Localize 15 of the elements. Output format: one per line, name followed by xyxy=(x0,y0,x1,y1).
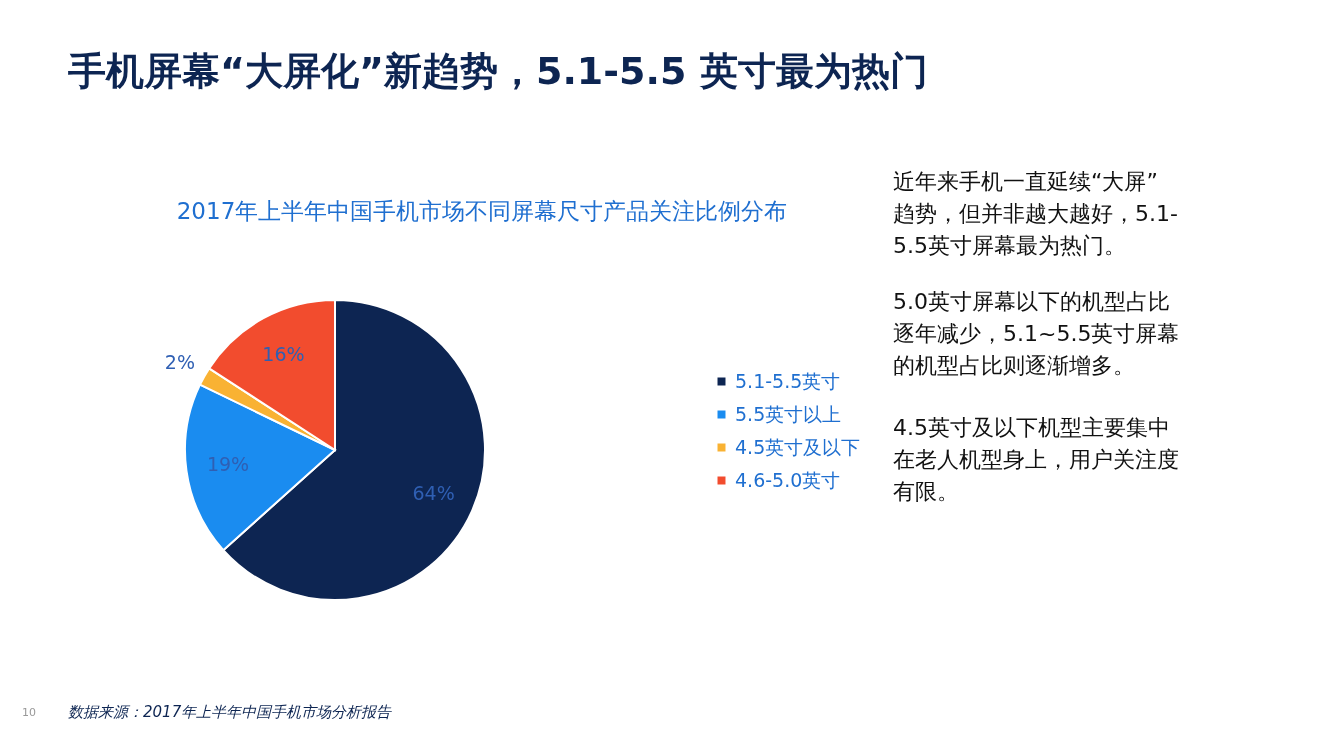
source-note: 数据来源：2017年上半年中国手机市场分析报告 xyxy=(68,703,393,721)
data-label: 16% xyxy=(262,343,305,366)
chart-subtitle: 2017年上半年中国手机市场不同屏幕尺寸产品关注比例分布 xyxy=(176,198,788,224)
chart-title: 手机屏幕“大屏化”新趋势，5.1-5.5 英寸最为热门 xyxy=(68,49,928,93)
data-label: 2% xyxy=(164,350,196,373)
legend-label: 4.5英寸及以下 xyxy=(735,435,861,458)
data-label: 64% xyxy=(412,482,455,505)
text: 4.5英寸及以下机型主要集中在老人机型身上，用户关注度有限。 xyxy=(893,415,1179,504)
text: 近年来手机一直延续“大屏”趋势，但并非越大越好，5.1-5.5英寸屏幕最为热门。 xyxy=(893,169,1178,258)
text: 10 xyxy=(22,706,36,719)
data-label: 19% xyxy=(206,453,250,476)
text: 5.0英寸屏幕以下的机型占比逐年减少，5.1~5.5英寸屏幕的机型占比则逐渐增多。 xyxy=(893,289,1180,378)
legend-label: 4.6-5.0英寸 xyxy=(735,468,841,491)
legend-label: 5.1-5.5英寸 xyxy=(735,369,841,392)
legend-label: 5.5英寸以上 xyxy=(735,402,842,425)
